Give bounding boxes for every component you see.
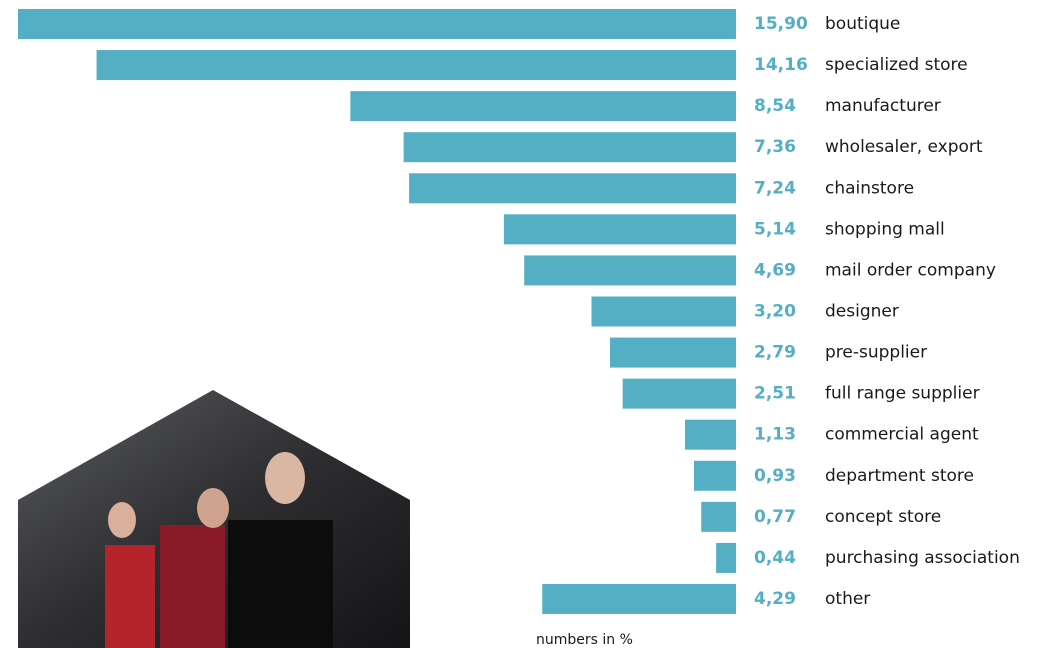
category-label: boutique bbox=[825, 14, 900, 34]
figure bbox=[160, 525, 225, 648]
category-label: other bbox=[825, 589, 870, 609]
category-label: commercial agent bbox=[825, 425, 979, 445]
category-label: department store bbox=[825, 466, 974, 486]
figure-head bbox=[265, 452, 305, 504]
bar bbox=[701, 501, 736, 532]
value-label: 4,69 bbox=[754, 260, 796, 280]
value-label: 0,93 bbox=[754, 466, 796, 486]
value-label: 7,24 bbox=[754, 178, 796, 198]
figure-head bbox=[197, 488, 229, 528]
bar bbox=[503, 214, 736, 245]
bar bbox=[524, 255, 736, 286]
bar bbox=[694, 460, 736, 491]
value-label: 0,44 bbox=[754, 548, 796, 568]
bar bbox=[610, 337, 736, 368]
category-label: wholesaler, export bbox=[825, 137, 983, 157]
value-label: 15,90 bbox=[754, 14, 808, 34]
bar bbox=[409, 173, 736, 204]
value-label: 1,13 bbox=[754, 425, 796, 445]
bar bbox=[542, 583, 736, 614]
value-label: 3,20 bbox=[754, 301, 796, 321]
bar bbox=[96, 50, 736, 81]
bar bbox=[403, 132, 736, 163]
value-label: 8,54 bbox=[754, 96, 796, 116]
value-label: 0,77 bbox=[754, 507, 796, 527]
category-label: purchasing association bbox=[825, 548, 1020, 568]
bar bbox=[684, 419, 736, 450]
note: numbers in % bbox=[536, 632, 633, 648]
value-label: 14,16 bbox=[754, 55, 808, 75]
bar bbox=[716, 542, 736, 573]
bar bbox=[350, 91, 736, 122]
bar bbox=[18, 9, 736, 39]
category-label: designer bbox=[825, 301, 899, 321]
category-label: shopping mall bbox=[825, 219, 945, 239]
category-label: pre-supplier bbox=[825, 343, 927, 363]
category-label: full range supplier bbox=[825, 384, 980, 404]
figure bbox=[105, 545, 155, 648]
value-label: 7,36 bbox=[754, 137, 796, 157]
value-label: 4,29 bbox=[754, 589, 796, 609]
photo bbox=[18, 390, 410, 648]
bar bbox=[591, 296, 736, 327]
category-label: specialized store bbox=[825, 55, 968, 75]
figure-head bbox=[108, 502, 136, 538]
bar bbox=[622, 378, 736, 409]
category-label: concept store bbox=[825, 507, 941, 527]
category-label: mail order company bbox=[825, 260, 996, 280]
value-label: 2,79 bbox=[754, 343, 796, 363]
category-label: manufacturer bbox=[825, 96, 941, 116]
figure bbox=[228, 520, 333, 648]
value-label: 2,51 bbox=[754, 384, 796, 404]
category-label: chainstore bbox=[825, 178, 914, 198]
value-label: 5,14 bbox=[754, 219, 796, 239]
